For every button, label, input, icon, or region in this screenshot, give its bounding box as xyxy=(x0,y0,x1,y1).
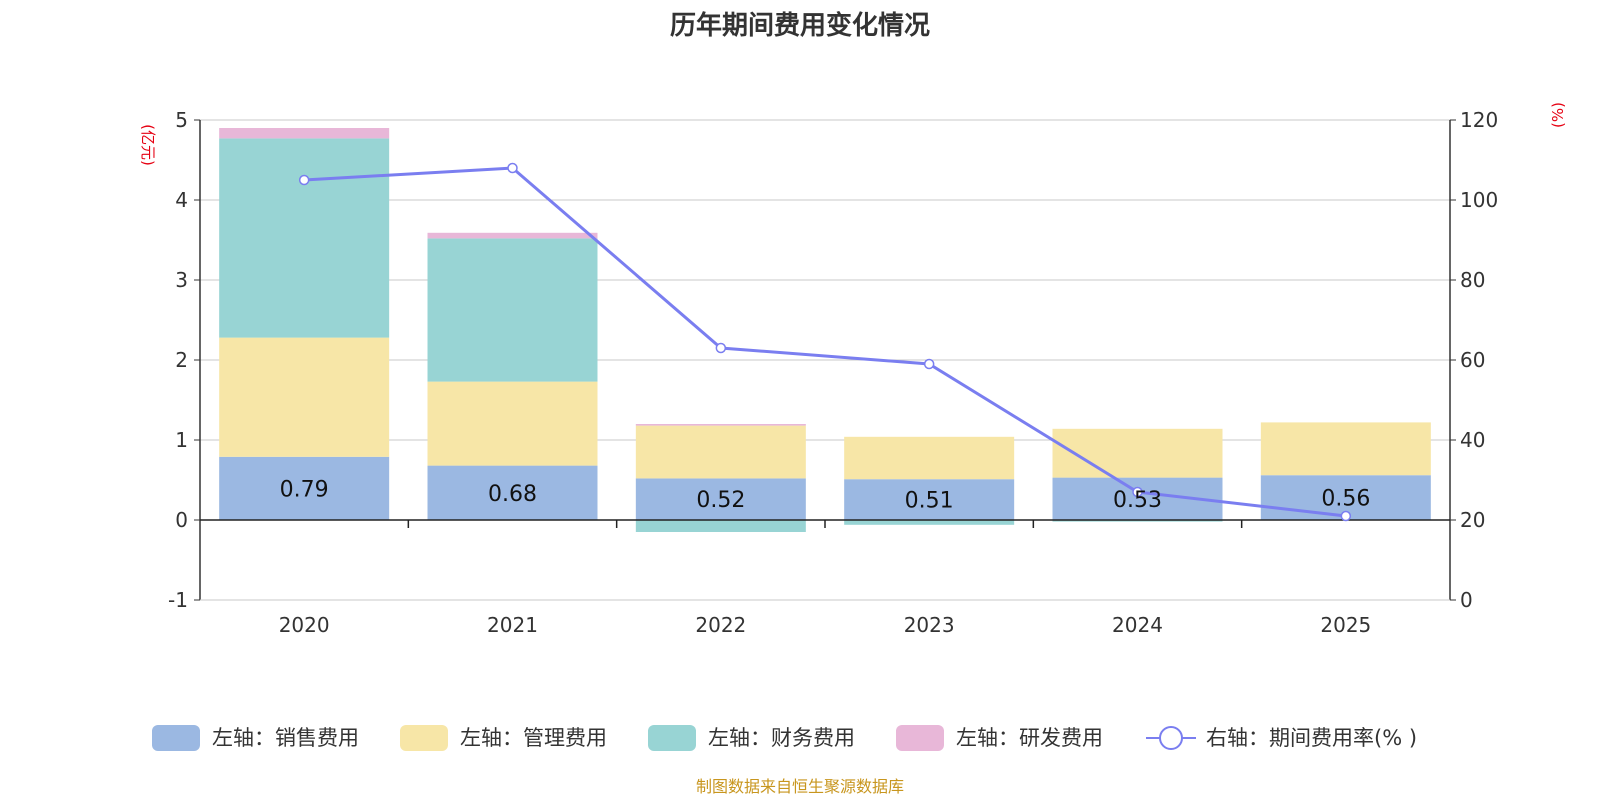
bar-2020 xyxy=(219,138,390,338)
left-axis-unit: (亿元) xyxy=(139,124,157,166)
legend-label: 左轴：销售费用 xyxy=(212,726,359,750)
left-tick-label: 5 xyxy=(175,108,188,132)
right-tick-label: 20 xyxy=(1460,508,1485,532)
rate-line-point xyxy=(507,162,518,174)
bar-2025 xyxy=(1260,422,1431,476)
left-tick-label: 0 xyxy=(175,508,188,532)
legend-label: 左轴：财务费用 xyxy=(708,726,855,750)
bar-2020 xyxy=(219,337,390,457)
bar-2021 xyxy=(427,232,598,239)
data-label: 0.79 xyxy=(280,477,329,502)
bar-2024 xyxy=(1052,428,1223,478)
bar-2022 xyxy=(635,424,806,426)
rate-line xyxy=(298,162,1352,522)
bar-2021 xyxy=(427,465,598,520)
rate-line-point xyxy=(298,174,310,186)
axes: 5 4 3 2 1 0 -1 120 100 80 60 40 20 0 2020 2021 2022 2023 2… xyxy=(168,108,1498,637)
data-source: 制图数据来自恒生聚源数据库 xyxy=(696,777,904,796)
left-tick-label: 4 xyxy=(175,188,188,212)
right-tick-label: 40 xyxy=(1460,428,1485,452)
legend: 左轴：销售费用 左轴：管理费用 左轴：财务费用 左轴：研发费用 右轴：期间费用率(% ) xyxy=(152,725,1417,751)
rate-line-path xyxy=(304,166,1347,518)
right-tick-label: 100 xyxy=(1460,188,1498,212)
left-tick-label: 3 xyxy=(175,268,188,292)
bar-2020 xyxy=(219,456,390,520)
legend-label: 左轴：研发费用 xyxy=(956,726,1103,750)
legend-swatch xyxy=(400,725,448,751)
rate-line-point xyxy=(923,358,935,370)
rate-line-point xyxy=(715,342,727,354)
right-tick-label: 60 xyxy=(1460,348,1485,372)
bar-2023 xyxy=(844,479,1015,520)
x-tick-label: 2023 xyxy=(904,613,955,637)
left-tick-label: -1 xyxy=(168,588,188,612)
data-label: 0.53 xyxy=(1113,488,1162,513)
legend-label: 右轴：期间费用率(% ) xyxy=(1206,726,1417,750)
legend-swatch xyxy=(648,725,696,751)
legend-swatch-marker xyxy=(1159,726,1183,750)
bar-2022 xyxy=(635,478,806,520)
rate-line-point xyxy=(1132,486,1143,498)
bar-2022 xyxy=(635,425,806,479)
data-label: 0.56 xyxy=(1321,487,1370,512)
legend-label: 左轴：管理费用 xyxy=(460,726,607,750)
legend-swatch xyxy=(152,725,200,751)
bar-2022 xyxy=(635,520,806,532)
bars xyxy=(219,128,1431,532)
right-tick-label: 0 xyxy=(1460,588,1473,612)
bar-2021 xyxy=(427,381,598,466)
left-tick-label: 2 xyxy=(175,348,188,372)
left-tick-label: 1 xyxy=(175,428,188,452)
rate-line-point xyxy=(1340,510,1352,522)
data-labels: 0.79 0.68 0.52 0.51 0.53 0.56 xyxy=(280,477,1371,513)
chart-title: 历年期间费用变化情况 xyxy=(670,10,930,41)
legend-swatch xyxy=(896,725,944,751)
bar-2021 xyxy=(427,238,598,382)
right-axis-unit: (%) xyxy=(1549,102,1567,128)
right-tick-label: 120 xyxy=(1460,108,1498,132)
x-tick-label: 2025 xyxy=(1320,613,1371,637)
data-label: 0.52 xyxy=(696,488,745,513)
data-label: 0.51 xyxy=(905,489,954,514)
data-label: 0.68 xyxy=(488,482,537,507)
x-tick-label: 2022 xyxy=(695,613,746,637)
bar-2024 xyxy=(1052,520,1223,522)
x-tick-label: 2024 xyxy=(1112,613,1163,637)
bar-2020 xyxy=(219,128,390,139)
x-tick-label: 2020 xyxy=(279,613,330,637)
right-tick-label: 80 xyxy=(1460,268,1485,292)
bar-2023 xyxy=(844,436,1015,480)
x-tick-label: 2021 xyxy=(487,613,538,637)
bar-2023 xyxy=(844,520,1015,525)
